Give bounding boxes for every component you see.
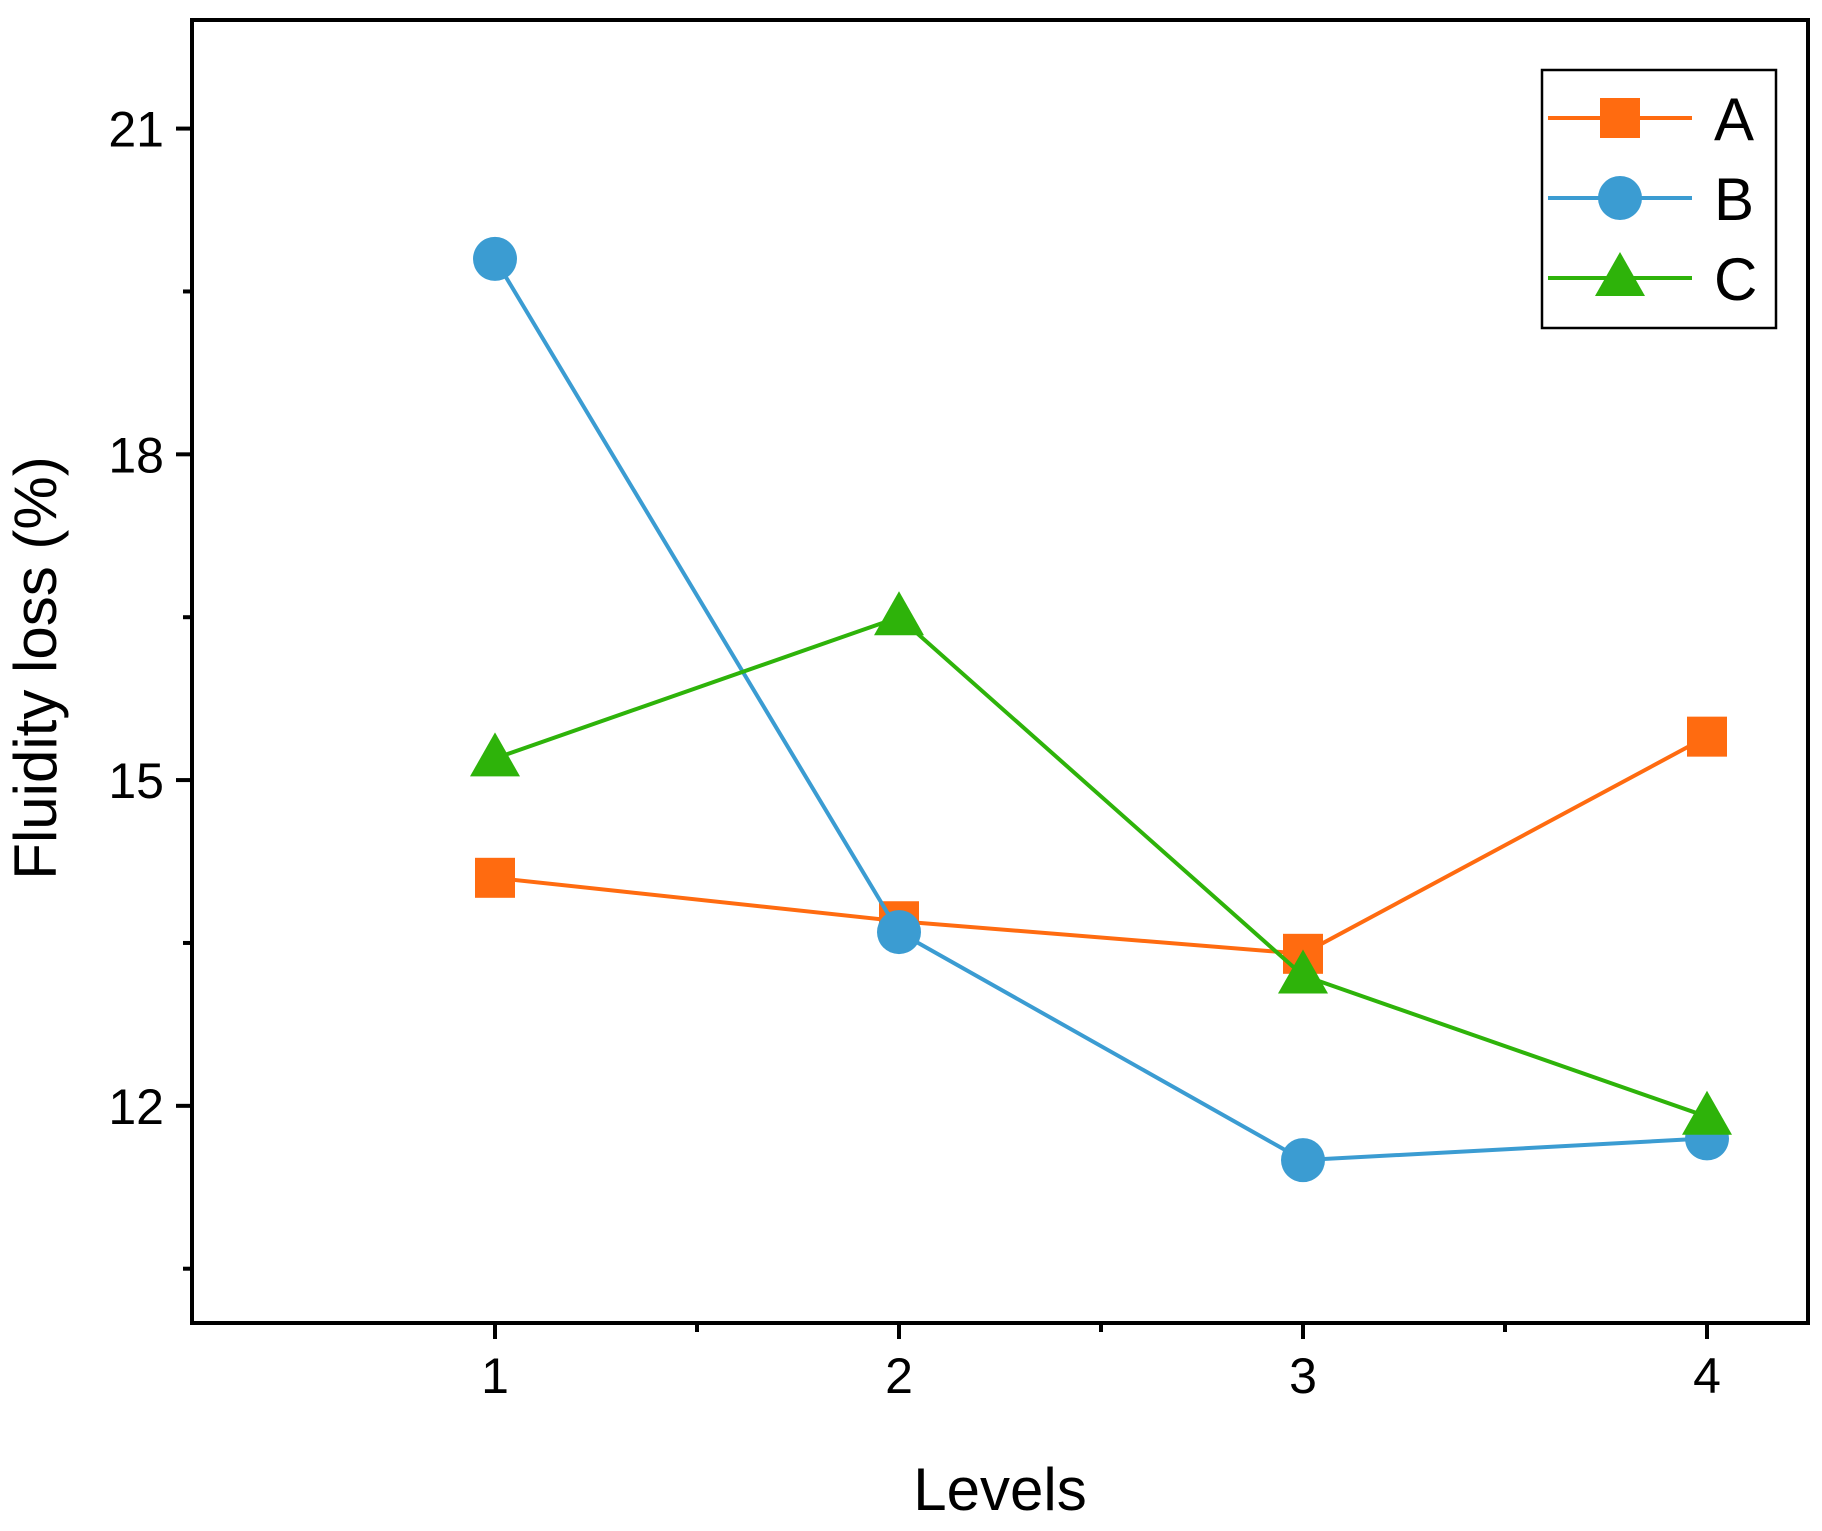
y-axis-title: Fluidity loss (%) [2, 456, 69, 879]
y-tick-label: 21 [108, 102, 164, 158]
legend-marker-a [1600, 98, 1640, 138]
series-c [470, 591, 1732, 1135]
series-c-point [1682, 1090, 1732, 1135]
series-a [475, 716, 1727, 974]
series-c-point [1278, 949, 1328, 994]
series-b [473, 236, 1729, 1183]
series-layer [470, 236, 1732, 1183]
legend-label-c: C [1714, 246, 1757, 313]
y-tick-label: 15 [108, 753, 164, 809]
series-b-point [1281, 1138, 1325, 1183]
series-a-point [1687, 716, 1727, 757]
series-b-line [493, 257, 1708, 1163]
x-tick-label: 3 [1289, 1348, 1317, 1404]
x-tick-label: 2 [885, 1348, 913, 1404]
series-b-point [877, 910, 921, 955]
x-axis-title: Levels [913, 1456, 1086, 1523]
x-tick-label: 1 [481, 1348, 509, 1404]
series-c-point [470, 732, 520, 777]
y-tick-label: 18 [108, 427, 164, 483]
legend-label-a: A [1714, 86, 1754, 153]
legend-marker-c [1595, 252, 1645, 296]
series-b-point [473, 236, 517, 281]
x-tick-label: 4 [1693, 1348, 1721, 1404]
plot-frame [190, 18, 1810, 1325]
y-tick-label: 12 [108, 1079, 164, 1135]
series-a-point [475, 857, 515, 898]
series-a-line [494, 734, 1708, 956]
series-c-line [494, 614, 1708, 1119]
legend-marker-b [1598, 176, 1642, 220]
legend-label-b: B [1714, 166, 1754, 233]
legend: ABC [1540, 68, 1778, 330]
series-c-point [874, 591, 924, 636]
